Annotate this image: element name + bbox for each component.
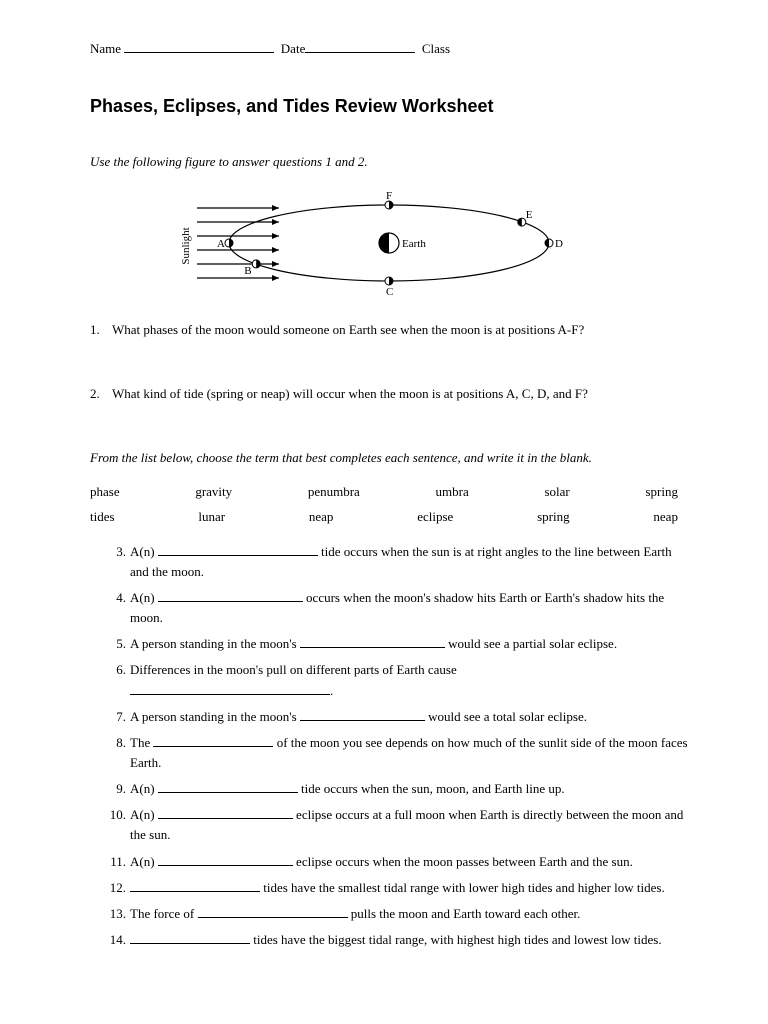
q2-num: 2. [90,385,112,403]
svg-text:D: D [555,238,563,250]
q2-text: What kind of tide (spring or neap) will … [112,385,688,403]
wordbank-row-1: phase gravity penumbra umbra solar spring [90,483,688,501]
answer-blank[interactable] [130,681,330,694]
fill-item: 5.A person standing in the moon's would … [102,634,688,654]
instruction-2: From the list below, choose the term tha… [90,449,688,467]
svg-text:B: B [244,264,251,276]
class-label: Class [422,41,450,56]
fill-item: 3.A(n) tide occurs when the sun is at ri… [102,542,688,582]
wordbank-term: gravity [195,483,232,501]
fill-text: A person standing in the moon's would se… [130,634,688,654]
fill-num: 4. [102,588,130,628]
fill-text: A(n) tide occurs when the sun is at righ… [130,542,688,582]
fill-item: 11.A(n) eclipse occurs when the moon pas… [102,852,688,872]
instruction-1: Use the following figure to answer quest… [90,153,688,171]
svg-text:Sunlight: Sunlight [180,227,192,264]
answer-blank[interactable] [158,589,303,602]
q1-num: 1. [90,321,112,339]
answer-blank[interactable] [130,878,260,891]
answer-blank[interactable] [158,806,293,819]
fill-item: 7.A person standing in the moon's would … [102,707,688,727]
wordbank-term: tides [90,508,115,526]
svg-text:Earth: Earth [402,238,426,250]
q1-text: What phases of the moon would someone on… [112,321,688,339]
wordbank-term: solar [544,483,569,501]
fill-item: 10.A(n) eclipse occurs at a full moon wh… [102,805,688,845]
fill-num: 12. [102,878,130,898]
fill-num: 9. [102,779,130,799]
wordbank-term: penumbra [308,483,360,501]
svg-text:C: C [386,286,393,298]
fill-text: A(n) tide occurs when the sun, moon, and… [130,779,688,799]
wordbank-term: lunar [198,508,225,526]
wordbank-term: phase [90,483,120,501]
wordbank-row-2: tides lunar neap eclipse spring neap [90,508,688,526]
name-blank[interactable] [124,40,274,53]
worksheet-page: Name Date Class Phases, Eclipses, and Ti… [0,0,768,996]
svg-text:E: E [526,209,533,221]
fill-text: The of the moon you see depends on how m… [130,733,688,773]
fill-num: 14. [102,930,130,950]
fill-num: 10. [102,805,130,845]
answer-blank[interactable] [158,542,318,555]
fill-text: A(n) eclipse occurs at a full moon when … [130,805,688,845]
wordbank-term: spring [537,508,570,526]
answer-blank[interactable] [158,780,298,793]
fill-item: 12. tides have the smallest tidal range … [102,878,688,898]
fill-num: 6. [102,660,130,700]
date-blank[interactable] [305,40,415,53]
question-2: 2. What kind of tide (spring or neap) wi… [90,385,688,403]
fill-item: 4.A(n) occurs when the moon's shadow hit… [102,588,688,628]
word-bank: phase gravity penumbra umbra solar spring tid… [90,483,688,525]
fill-text: The force of pulls the moon and Earth to… [130,904,688,924]
question-1: 1. What phases of the moon would someone… [90,321,688,339]
name-label: Name [90,41,121,56]
wordbank-term: umbra [436,483,469,501]
fill-item: 13.The force of pulls the moon and Earth… [102,904,688,924]
answer-blank[interactable] [300,635,445,648]
fill-text: Differences in the moon's pull on differ… [130,660,688,700]
fill-text: tides have the smallest tidal range with… [130,878,688,898]
fill-text: A(n) occurs when the moon's shadow hits … [130,588,688,628]
wordbank-term: neap [309,508,334,526]
header-fields: Name Date Class [90,40,688,58]
fill-num: 5. [102,634,130,654]
answer-blank[interactable] [198,904,348,917]
svg-text:A: A [217,238,225,250]
fill-item: 6.Differences in the moon's pull on diff… [102,660,688,700]
answer-blank[interactable] [300,707,425,720]
fill-item: 8.The of the moon you see depends on how… [102,733,688,773]
answer-blank[interactable] [130,931,250,944]
fill-num: 13. [102,904,130,924]
fill-in-blanks: 3.A(n) tide occurs when the sun is at ri… [90,542,688,950]
answer-blank[interactable] [153,733,273,746]
wordbank-term: eclipse [417,508,453,526]
date-label: Date [281,41,306,56]
fill-item: 14. tides have the biggest tidal range, … [102,930,688,950]
answer-blank[interactable] [158,852,293,865]
fill-num: 3. [102,542,130,582]
fill-item: 9.A(n) tide occurs when the sun, moon, a… [102,779,688,799]
wordbank-term: spring [645,483,678,501]
wordbank-term: neap [653,508,678,526]
orbit-diagram: Sunlight Earth A B C D E F [90,188,688,303]
fill-num: 8. [102,733,130,773]
fill-num: 11. [102,852,130,872]
svg-text:F: F [386,190,392,202]
fill-text: tides have the biggest tidal range, with… [130,930,688,950]
fill-num: 7. [102,707,130,727]
fill-text: A(n) eclipse occurs when the moon passes… [130,852,688,872]
fill-text: A person standing in the moon's would se… [130,707,688,727]
page-title: Phases, Eclipses, and Tides Review Works… [90,94,688,119]
